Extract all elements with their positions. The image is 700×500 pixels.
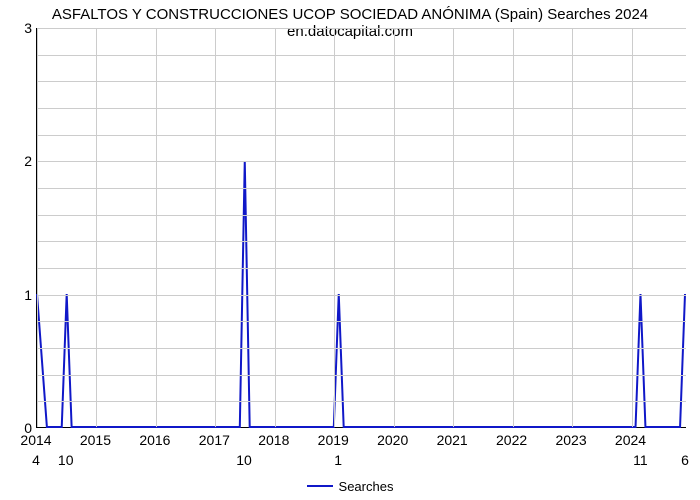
x-tick-secondary-label: 1: [334, 452, 342, 468]
x-tick-label: 2017: [199, 432, 230, 448]
grid-h-major: [37, 161, 686, 162]
grid-h-minor: [37, 135, 686, 136]
y-tick-label: 1: [12, 287, 32, 303]
y-tick-label: 3: [12, 20, 32, 36]
legend-item-searches: Searches: [307, 479, 394, 494]
x-tick-label: 2015: [80, 432, 111, 448]
grid-v: [394, 28, 395, 427]
grid-v: [334, 28, 335, 427]
grid-h-minor: [37, 108, 686, 109]
grid-h-minor: [37, 55, 686, 56]
grid-h-minor: [37, 215, 686, 216]
x-tick-secondary-label: 10: [236, 452, 252, 468]
grid-v: [275, 28, 276, 427]
grid-h-minor: [37, 348, 686, 349]
grid-h-minor: [37, 188, 686, 189]
x-tick-secondary-label: 10: [58, 452, 74, 468]
grid-h-minor: [37, 401, 686, 402]
x-tick-secondary-label: 4: [32, 452, 40, 468]
chart-container: ASFALTOS Y CONSTRUCCIONES UCOP SOCIEDAD …: [0, 0, 700, 500]
legend-swatch: [307, 485, 333, 487]
grid-v: [453, 28, 454, 427]
grid-h-major: [37, 28, 686, 29]
x-tick-label: 2023: [555, 432, 586, 448]
grid-v: [632, 28, 633, 427]
x-tick-label: 2024: [615, 432, 646, 448]
x-tick-secondary-label: 11: [633, 452, 648, 468]
grid-v: [37, 28, 38, 427]
x-tick-label: 2020: [377, 432, 408, 448]
line-series: [37, 28, 686, 427]
legend: Searches: [0, 474, 700, 494]
y-tick-label: 2: [12, 153, 32, 169]
x-tick-label: 2019: [318, 432, 349, 448]
x-tick-secondary-label: 6: [681, 452, 689, 468]
grid-v: [215, 28, 216, 427]
grid-h-major: [37, 295, 686, 296]
plot-area: [36, 28, 686, 428]
x-tick-label: 2018: [258, 432, 289, 448]
grid-h-minor: [37, 241, 686, 242]
legend-label: Searches: [339, 479, 394, 494]
grid-h-minor: [37, 375, 686, 376]
grid-h-minor: [37, 268, 686, 269]
grid-v: [572, 28, 573, 427]
grid-v: [156, 28, 157, 427]
grid-h-minor: [37, 81, 686, 82]
grid-h-minor: [37, 321, 686, 322]
x-tick-label: 2021: [437, 432, 468, 448]
x-tick-label: 2016: [139, 432, 170, 448]
grid-v: [96, 28, 97, 427]
grid-v: [513, 28, 514, 427]
x-tick-label: 2022: [496, 432, 527, 448]
x-tick-label: 2014: [20, 432, 51, 448]
